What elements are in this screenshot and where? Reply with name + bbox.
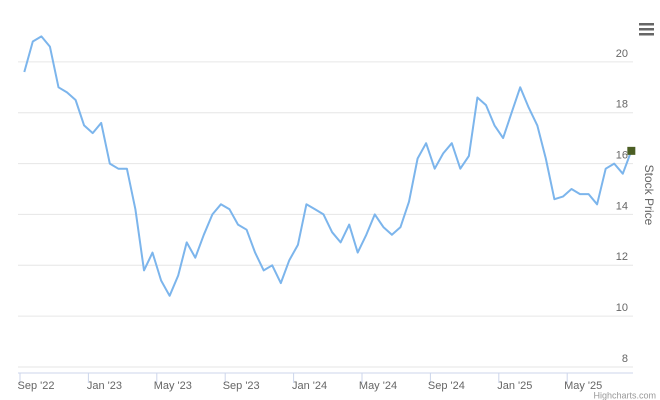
menu-bar: [639, 33, 654, 36]
menu-bar: [639, 23, 654, 26]
credit[interactable]: Highcharts.com: [593, 390, 656, 400]
y-tick-label: 16: [616, 149, 628, 161]
y-axis-title: Stock Price: [642, 165, 656, 226]
x-tick-label: Jan '23: [87, 380, 122, 392]
x-tick-label: Jan '25: [497, 380, 532, 392]
x-tick-label: May '24: [359, 380, 397, 392]
y-tick-label: 8: [622, 353, 628, 365]
menu-bar: [639, 28, 654, 31]
y-tick-label: 10: [616, 302, 628, 314]
y-tick-label: 18: [616, 99, 628, 111]
y-tick-label: 14: [616, 200, 628, 212]
x-tick-label: May '25: [564, 380, 602, 392]
x-tick-label: Jan '24: [292, 380, 327, 392]
menu-button[interactable]: [636, 20, 656, 38]
y-tick-label: 12: [616, 251, 628, 263]
y-tick-label: 20: [616, 48, 628, 60]
x-tick-label: Sep '24: [428, 380, 465, 392]
x-tick-label: Sep '22: [18, 380, 55, 392]
x-tick-label: May '23: [154, 380, 192, 392]
price-line: [23, 35, 633, 297]
x-tick-label: Sep '23: [223, 380, 260, 392]
end-marker: [627, 146, 636, 155]
